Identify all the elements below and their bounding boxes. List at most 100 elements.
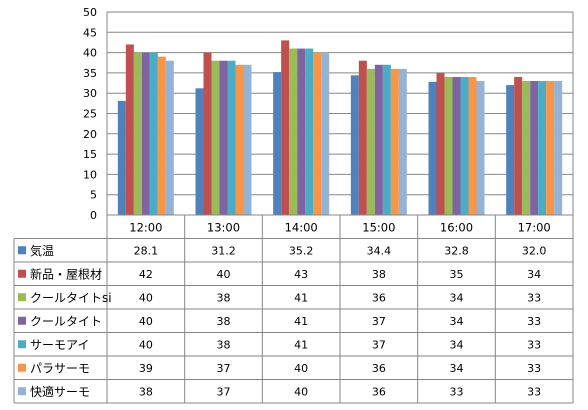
series-name: クールタイト <box>30 314 102 328</box>
data-label: 40 <box>217 268 231 281</box>
legend-key <box>18 387 26 396</box>
bar <box>468 76 477 216</box>
data-table: 12:00 13:00 14:00 15:00 16:00 17:00 気温 28.1 31.2… <box>13 214 574 404</box>
legend-key <box>18 246 26 255</box>
data-label: 32.8 <box>444 244 469 257</box>
data-label: 39 <box>139 362 153 375</box>
legend-key <box>18 293 26 302</box>
bar <box>149 52 158 215</box>
data-label: 40 <box>294 362 308 375</box>
data-label: 36 <box>372 385 386 398</box>
bar <box>125 44 134 216</box>
bar <box>273 72 282 215</box>
data-label: 37 <box>217 385 231 398</box>
data-label: 34 <box>450 315 464 328</box>
bar <box>211 60 220 215</box>
legend-key <box>18 316 26 325</box>
bar <box>157 56 166 215</box>
bar <box>297 48 306 215</box>
bar <box>195 88 204 215</box>
data-label: 42 <box>139 268 153 281</box>
data-label: 36 <box>372 291 386 304</box>
data-label: 36 <box>372 362 386 375</box>
x-category-label: 15:00 <box>362 220 395 234</box>
data-label: 37 <box>217 362 231 375</box>
y-tick-label: 10 <box>83 168 97 181</box>
bar <box>358 60 367 215</box>
data-label: 40 <box>294 385 308 398</box>
bar <box>444 76 453 216</box>
bar <box>374 64 383 215</box>
bar <box>133 52 142 215</box>
series-name: 気温 <box>30 243 54 258</box>
data-label: 33 <box>527 291 541 304</box>
data-label: 33 <box>527 338 541 351</box>
data-label: 33 <box>527 315 541 328</box>
data-label: 28.1 <box>134 244 159 257</box>
data-label: 41 <box>294 338 308 351</box>
bar <box>219 60 228 215</box>
bar <box>514 76 523 216</box>
data-label: 40 <box>139 315 153 328</box>
data-label: 34 <box>450 291 464 304</box>
x-category-label: 16:00 <box>440 220 473 234</box>
bar <box>460 76 469 216</box>
series-name: パラサーモ <box>30 361 90 375</box>
data-label: 34.4 <box>367 244 392 257</box>
bar <box>428 81 437 215</box>
bar <box>141 52 150 215</box>
y-tick-label: 15 <box>83 148 97 161</box>
bar <box>313 52 322 215</box>
x-category-label: 17:00 <box>518 220 551 234</box>
bar <box>382 64 391 215</box>
data-label: 38 <box>372 268 386 281</box>
x-category-label: 12:00 <box>129 220 162 234</box>
bar <box>321 52 330 215</box>
y-tick-label: 40 <box>83 47 97 60</box>
bar <box>538 81 547 216</box>
y-tick-label: 0 <box>90 209 97 222</box>
bar <box>243 64 252 215</box>
data-label: 33 <box>527 385 541 398</box>
data-label: 41 <box>294 315 308 328</box>
bar <box>546 81 555 216</box>
bar <box>554 81 563 216</box>
data-label: 37 <box>372 338 386 351</box>
y-tick-label: 50 <box>83 6 97 19</box>
bar <box>165 60 174 215</box>
y-tick-label: 45 <box>83 26 97 39</box>
x-category-label: 13:00 <box>207 220 240 234</box>
bar <box>305 48 314 215</box>
y-tick-label: 5 <box>90 189 97 202</box>
data-label: 32.0 <box>522 244 547 257</box>
data-label: 40 <box>139 338 153 351</box>
bar <box>289 48 298 215</box>
bar <box>390 68 399 215</box>
bar <box>476 81 485 216</box>
series-name: クールタイトsi <box>30 291 112 305</box>
data-label: 43 <box>294 268 308 281</box>
series-name: 新品・屋根材 <box>30 266 102 281</box>
bar <box>227 60 236 215</box>
bar <box>281 40 290 215</box>
bar <box>203 52 212 215</box>
data-label: 35.2 <box>289 244 314 257</box>
data-label: 34 <box>450 338 464 351</box>
y-tick-label: 35 <box>83 67 97 80</box>
gridlines: 0 5 10 15 20 25 30 35 40 45 50 <box>83 6 573 222</box>
bar <box>366 68 375 215</box>
data-label: 34 <box>527 268 541 281</box>
bar <box>436 72 445 216</box>
data-label: 31.2 <box>211 244 236 257</box>
data-label: 41 <box>294 291 308 304</box>
data-label: 38 <box>217 338 231 351</box>
y-tick-label: 20 <box>83 128 97 141</box>
y-tick-label: 25 <box>83 108 97 121</box>
series-name: サーモアイ <box>30 338 89 352</box>
legend-key <box>18 363 26 372</box>
data-label: 38 <box>139 385 153 398</box>
bar <box>506 85 515 215</box>
data-label: 33 <box>527 362 541 375</box>
series-name: 快適サーモ <box>30 384 90 399</box>
